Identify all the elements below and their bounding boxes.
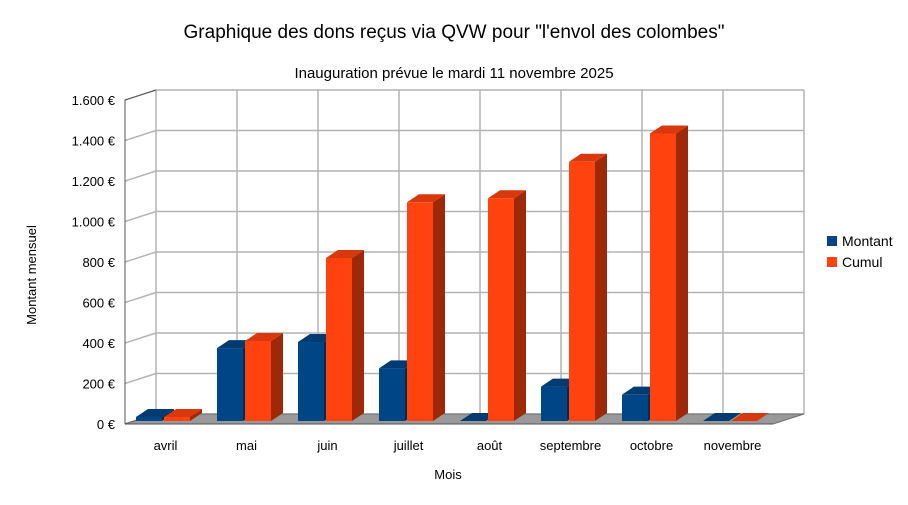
y-axis-ticks: 0 € 200 € 400 € 600 € 800 € 1.000 € 1.200 € 1.4… bbox=[72, 93, 116, 432]
bar-top bbox=[569, 153, 607, 162]
bar-front bbox=[326, 257, 352, 421]
bar-front bbox=[245, 341, 271, 421]
bar-cumul-juin bbox=[326, 249, 364, 421]
bar-top bbox=[136, 408, 174, 417]
bar-top bbox=[245, 333, 283, 342]
y-tick-label: 1.600 € bbox=[72, 93, 116, 108]
gridline-side bbox=[124, 372, 157, 385]
bars bbox=[136, 125, 769, 422]
bar-top bbox=[326, 249, 364, 258]
x-tick-label: mai bbox=[236, 438, 257, 453]
bar-front bbox=[488, 198, 514, 421]
bar-side bbox=[190, 408, 202, 421]
bar-side bbox=[595, 153, 607, 422]
bar-front bbox=[650, 133, 676, 421]
y-tick-label: 800 € bbox=[82, 255, 115, 270]
bar-cumul-avril bbox=[164, 408, 202, 421]
bar-front bbox=[407, 202, 433, 421]
legend-swatch-montant bbox=[827, 236, 837, 246]
y-tick-label: 0 € bbox=[97, 417, 116, 432]
bar-top bbox=[650, 125, 688, 134]
gridline-side bbox=[124, 291, 157, 304]
bar-front bbox=[622, 394, 648, 421]
bar-side bbox=[514, 190, 526, 421]
bar-front bbox=[136, 416, 162, 421]
bar-front bbox=[541, 386, 567, 421]
bar-cumul-octobre bbox=[650, 125, 688, 421]
bar-front bbox=[298, 342, 324, 421]
x-tick-label: juin bbox=[316, 438, 337, 453]
x-tick-label: novembre bbox=[704, 438, 762, 453]
axis-top-edge bbox=[124, 89, 157, 101]
bar-front bbox=[569, 161, 595, 422]
legend-label-montant: Montant bbox=[842, 233, 893, 249]
bar-montant-novembre bbox=[703, 413, 741, 421]
legend-label-cumul: Cumul bbox=[842, 254, 882, 270]
bar-cumul-mai bbox=[245, 333, 283, 421]
x-tick-label: avril bbox=[154, 438, 178, 453]
bar-front bbox=[164, 416, 190, 421]
x-tick-label: juillet bbox=[393, 438, 424, 453]
bar-front bbox=[379, 368, 405, 421]
bar-cumul-août bbox=[488, 190, 526, 421]
x-tick-label: octobre bbox=[630, 438, 673, 453]
y-tick-label: 1.000 € bbox=[72, 215, 116, 230]
bar-top bbox=[731, 413, 769, 421]
bar-side bbox=[676, 125, 688, 421]
bar-cumul-septembre bbox=[569, 153, 607, 422]
y-tick-label: 1.200 € bbox=[72, 174, 116, 189]
bar-side bbox=[352, 249, 364, 421]
x-axis-ticks: avril mai juin juillet août septembre octobre n… bbox=[154, 438, 762, 453]
bar-side bbox=[271, 333, 283, 421]
y-tick-label: 600 € bbox=[82, 296, 115, 311]
bar-top bbox=[488, 190, 526, 199]
chart-title: Graphique des dons reçus via QVW pour "l… bbox=[184, 22, 725, 43]
chart-subtitle: Inauguration prévue le mardi 11 novembre… bbox=[294, 65, 613, 82]
x-tick-label: août bbox=[477, 438, 503, 453]
y-axis-label: Montant mensuel bbox=[24, 225, 39, 325]
bar-top bbox=[407, 194, 445, 203]
x-axis-label: Mois bbox=[434, 467, 462, 482]
bar-front bbox=[217, 348, 243, 421]
gridline-side bbox=[124, 170, 157, 182]
bar-cumul-juillet bbox=[407, 194, 445, 421]
legend-swatch-cumul bbox=[827, 257, 837, 267]
y-tick-label: 1.400 € bbox=[72, 134, 116, 149]
bar-side bbox=[433, 194, 445, 421]
gridline-side bbox=[124, 129, 157, 142]
gridlines bbox=[124, 89, 805, 425]
x-tick-label: septembre bbox=[540, 438, 601, 453]
gridline-side bbox=[124, 210, 157, 223]
bar-cumul-novembre bbox=[731, 413, 769, 421]
gridline-side bbox=[124, 251, 157, 263]
gridline-side bbox=[124, 332, 157, 344]
legend: Montant Cumul bbox=[827, 233, 893, 270]
y-tick-label: 200 € bbox=[82, 377, 115, 392]
bar-top bbox=[164, 408, 202, 417]
y-tick-label: 400 € bbox=[82, 336, 115, 351]
bar-top bbox=[703, 413, 741, 421]
